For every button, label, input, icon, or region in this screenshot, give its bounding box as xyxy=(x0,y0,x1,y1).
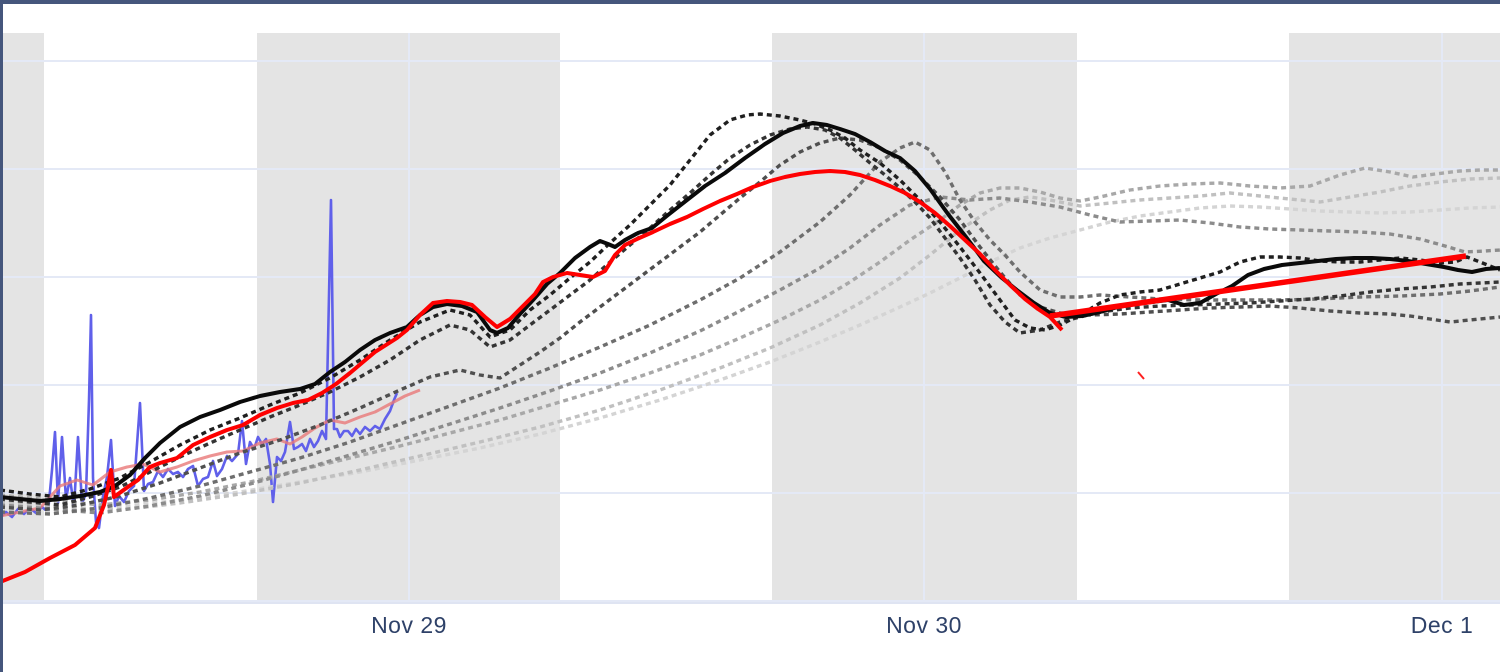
forecast-model-dark-2 xyxy=(0,125,1500,507)
red-speck-mark xyxy=(1137,371,1145,380)
forecast-model-mid-1 xyxy=(0,140,1500,516)
forecast-model-mid-2 xyxy=(0,195,1500,515)
red-actual-line xyxy=(0,169,1064,584)
forecast-model-dark-1 xyxy=(0,112,1500,499)
top-frame-border xyxy=(0,0,1500,4)
black-ensemble-line xyxy=(0,121,1500,503)
night-band xyxy=(0,33,44,603)
forecast-model-light-3 xyxy=(0,204,1500,515)
left-frame-border xyxy=(0,0,3,672)
night-band xyxy=(1289,33,1500,603)
forecast-model-light-1 xyxy=(0,166,1500,507)
salmon-smoothed-price-line xyxy=(0,388,421,518)
forecast-model-dark-3 xyxy=(0,136,1500,512)
red-forecast-line xyxy=(1049,253,1467,319)
